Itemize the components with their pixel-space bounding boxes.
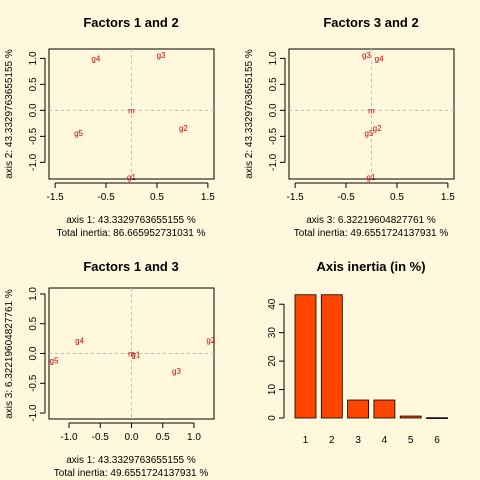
x-tick-label: 1 xyxy=(303,435,309,446)
point-label-g3: g3 xyxy=(157,51,166,60)
panel-factors-1-3: Factors 1 and 3 -1.0 -0.5 0.0 0.5 1.0 -1.0 -0… xyxy=(4,259,216,479)
y-tick-label: 0.0 xyxy=(268,103,279,117)
panel4-title: Axis inertia (in %) xyxy=(316,259,425,274)
x-tick-label: 2 xyxy=(329,435,335,446)
panel1-y-ticks: -1.0 -0.5 0.0 0.5 1.0 xyxy=(28,51,46,171)
panel2-caption: Total inertia: 49.6551724137931 % xyxy=(294,228,449,239)
y-tick-label: 0.0 xyxy=(28,103,39,117)
panel1-ylabel: axis 2: 43.3329763655155 % xyxy=(4,49,15,179)
y-tick-label: -1.0 xyxy=(28,153,39,171)
panel3-points: g4 mg1 g5 g3 g2 xyxy=(49,288,216,419)
point-label-m: m xyxy=(128,106,135,115)
y-tick-label: 1.0 xyxy=(28,51,39,65)
x-tick-label: 5 xyxy=(408,435,414,446)
panel3-xlabel: axis 1: 43.3329763655155 % xyxy=(66,455,196,466)
y-tick-label: 10 xyxy=(267,384,278,396)
bar-axis-1 xyxy=(294,294,317,419)
x-tick-label: -0.5 xyxy=(97,192,115,203)
y-tick-label: -0.5 xyxy=(28,127,39,145)
panel4-y-axis: 0 10 20 30 40 xyxy=(267,298,285,421)
y-tick-label: -0.5 xyxy=(28,374,39,392)
point-label-g2: g2 xyxy=(206,336,215,345)
panel4-bars xyxy=(294,294,448,419)
x-tick-label: 6 xyxy=(434,435,440,446)
point-label-g4: g4 xyxy=(75,336,84,345)
bar-axis-4 xyxy=(373,399,396,419)
x-tick-label: -1.5 xyxy=(46,192,64,203)
panel2-ylabel: axis 2: 43.3329763655155 % xyxy=(244,49,255,179)
y-tick-label: 0.5 xyxy=(268,77,279,91)
panel2-y-ticks: -1.0 -0.5 0.0 0.5 1.0 xyxy=(268,51,286,171)
x-tick-label: -0.5 xyxy=(92,432,110,443)
y-tick-label: 0.5 xyxy=(28,77,39,91)
point-label-m: m xyxy=(128,350,135,359)
panel3-y-ticks: -1.0 -0.5 0.0 0.5 1.0 xyxy=(28,287,46,422)
x-tick-label: 0.5 xyxy=(150,192,164,203)
bar-axis-2 xyxy=(320,294,343,419)
point-label-g2: g2 xyxy=(179,124,188,133)
panel2-xlabel: axis 3: 6.32219604827761 % xyxy=(306,215,436,226)
x-tick-label: 3 xyxy=(355,435,361,446)
x-tick-label: 1.5 xyxy=(441,192,455,203)
x-tick-label: 1.5 xyxy=(201,192,215,203)
y-tick-label: -0.5 xyxy=(268,127,279,145)
panel-factors-1-2: Factors 1 and 2 -1.5 -0.5 0.5 1.5 -1.0 -0.5 0… xyxy=(4,15,215,239)
y-tick-label: -1.0 xyxy=(268,153,279,171)
panel4-x-labels: 1 2 3 4 5 6 xyxy=(303,435,441,446)
panel3-caption: Total inertia: 49.6551724137931 % xyxy=(54,468,209,479)
panel-axis-inertia: Axis inertia (in %) 1 2 3 4 5 6 0 10 20 30 40 xyxy=(267,259,448,446)
point-label-g3: g3 xyxy=(172,367,181,376)
point-label-g4: g4 xyxy=(91,54,100,63)
bar-axis-6 xyxy=(426,417,448,419)
y-tick-label: 0.5 xyxy=(28,316,39,330)
x-tick-label: -0.5 xyxy=(337,192,355,203)
bar-axis-3 xyxy=(347,399,370,419)
y-tick-label: 1.0 xyxy=(268,51,279,65)
panel3-title: Factors 1 and 3 xyxy=(83,259,178,274)
panel3-x-ticks: -1.0 -0.5 0.0 0.5 1.0 xyxy=(60,422,201,443)
y-tick-label: 0 xyxy=(267,415,278,421)
point-label-g4: g4 xyxy=(375,54,384,63)
x-tick-label: -1.0 xyxy=(60,432,78,443)
panel2-title: Factors 3 and 2 xyxy=(323,15,418,30)
point-label-m: m xyxy=(368,106,375,115)
x-tick-label: 0.5 xyxy=(156,432,170,443)
point-label-g1: g1 xyxy=(367,173,376,182)
y-tick-label: 1.0 xyxy=(28,287,39,301)
x-tick-label: 4 xyxy=(382,435,388,446)
panel1-xlabel: axis 1: 43.3329763655155 % xyxy=(66,215,196,226)
y-tick-label: 0.0 xyxy=(28,346,39,360)
panel3-ylabel: axis 3: 6.32219604827761 % xyxy=(4,289,15,419)
y-tick-label: -1.0 xyxy=(28,404,39,422)
panel2-x-ticks: -1.5 -0.5 0.5 1.5 xyxy=(286,182,455,203)
panel1-title: Factors 1 and 2 xyxy=(83,15,178,30)
panel1-x-ticks: -1.5 -0.5 0.5 1.5 xyxy=(46,182,215,203)
x-tick-label: 0.0 xyxy=(125,432,139,443)
point-label-g5: g5 xyxy=(50,357,59,366)
bar-axis-5 xyxy=(399,415,422,419)
panel1-caption: Total inertia: 86.665952731031 % xyxy=(56,228,205,239)
point-label-g3: g3 xyxy=(362,51,371,60)
y-tick-label: 40 xyxy=(267,298,278,310)
panel-factors-3-2: Factors 3 and 2 -1.5 -0.5 0.5 1.5 -1.0 -0.5 0… xyxy=(244,15,455,239)
x-tick-label: 0.5 xyxy=(390,192,404,203)
panel1-points: g4 g3 m g2 g5 g1 xyxy=(49,49,214,182)
y-tick-label: 30 xyxy=(267,327,278,339)
point-label-g1: g1 xyxy=(131,351,140,360)
x-tick-label: 1.0 xyxy=(187,432,201,443)
x-tick-label: -1.5 xyxy=(286,192,304,203)
point-label-g2: g2 xyxy=(373,124,382,133)
y-tick-label: 20 xyxy=(267,355,278,367)
point-label-g1: g1 xyxy=(127,173,136,182)
point-label-g5: g5 xyxy=(365,129,374,138)
point-label-g5: g5 xyxy=(74,129,83,138)
